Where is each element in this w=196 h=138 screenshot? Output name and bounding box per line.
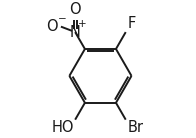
Text: O: O — [46, 19, 58, 34]
Text: Br: Br — [127, 120, 143, 135]
Text: −: − — [58, 14, 67, 24]
Text: F: F — [127, 17, 135, 31]
Text: +: + — [78, 19, 87, 29]
Text: O: O — [69, 2, 81, 18]
Text: HO: HO — [51, 120, 74, 135]
Text: N: N — [70, 25, 81, 40]
